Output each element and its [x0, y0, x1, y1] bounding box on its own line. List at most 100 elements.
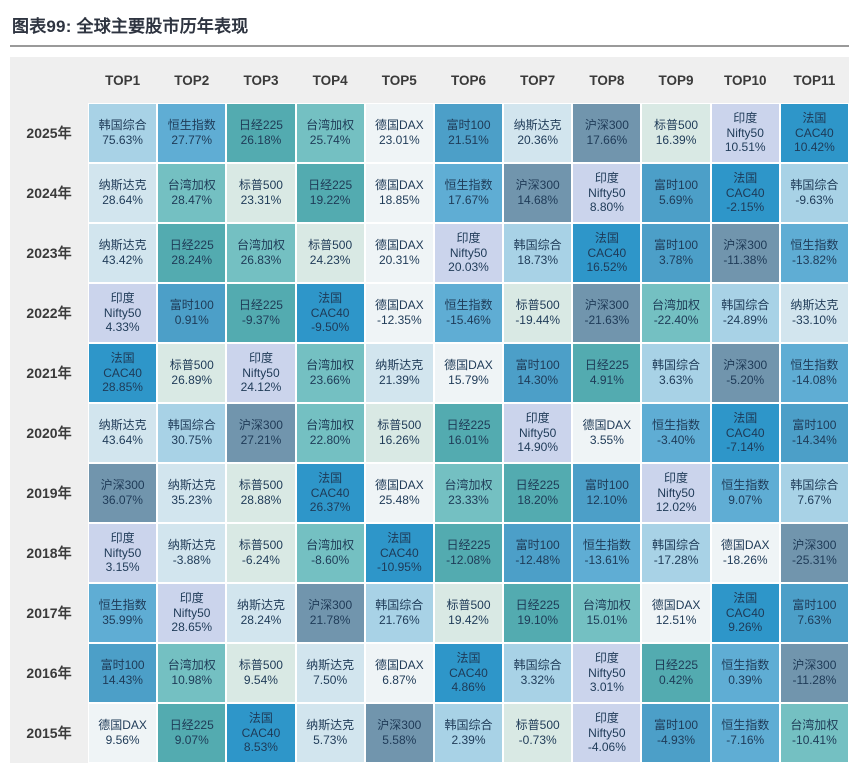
market-name-label: 恒生指数 [652, 418, 701, 433]
market-return-value: 23.01% [378, 133, 420, 147]
market-cell: 台湾加权 25.74% [295, 103, 365, 163]
market-name-label: 台湾加权 [582, 598, 631, 613]
market-name-label: 富时100 [654, 238, 699, 253]
market-return-value: 10.42% [794, 140, 835, 155]
market-name-label: 德国DAX [374, 238, 424, 253]
market-name-label: 法国 CAC40 [587, 231, 627, 260]
row-label-year: 2016年 [10, 643, 88, 703]
market-return-value: 18.73% [517, 253, 559, 267]
market-cell: 纳斯达克 7.50% [295, 643, 365, 703]
market-cell: 法国 CAC40 16.52% [572, 223, 642, 283]
row-label-year: 2023年 [10, 223, 88, 283]
market-name-label: 台湾加权 [652, 298, 701, 313]
market-return-value: -10.95% [376, 560, 422, 575]
column-header-top4: TOP4 [295, 57, 365, 103]
market-cell: 富时100 7.63% [779, 583, 849, 643]
market-cell: 台湾加权 -8.60% [295, 523, 365, 583]
market-return-value: -9.37% [241, 313, 280, 327]
market-name-label: 纳斯达克 [98, 178, 147, 193]
market-name-label: 沪深300 [377, 718, 422, 733]
market-cell: 印度 Nifty50 4.33% [88, 283, 158, 343]
market-return-value: -9.50% [311, 320, 350, 335]
market-name-label: 恒生指数 [444, 178, 493, 193]
market-cell: 恒生指数 -13.82% [779, 223, 849, 283]
market-return-value: 12.02% [655, 500, 697, 515]
column-header-top8: TOP8 [572, 57, 642, 103]
market-name-label: 恒生指数 [790, 358, 839, 373]
market-cell: 沪深300 -25.31% [779, 523, 849, 583]
market-name-label: 台湾加权 [236, 238, 285, 253]
row-label-year: 2020年 [10, 403, 88, 463]
market-cell: 印度 Nifty50 8.80% [572, 163, 642, 223]
market-name-label: 日经225 [654, 658, 699, 673]
market-name-label: 纳斯达克 [306, 718, 355, 733]
market-cell: 法国 CAC40 -2.15% [710, 163, 780, 223]
market-cell: 恒生指数 27.77% [157, 103, 227, 163]
market-return-value: 8.80% [589, 200, 624, 215]
market-cell: 日经225 26.18% [226, 103, 296, 163]
market-return-value: 10.51% [724, 140, 766, 155]
market-name-label: 德国DAX [98, 718, 147, 733]
market-return-value: 3.01% [589, 680, 624, 695]
market-return-value: 5.69% [659, 193, 694, 207]
row-label-year: 2024年 [10, 163, 88, 223]
market-cell: 恒生指数 -14.08% [779, 343, 849, 403]
market-return-value: 24.12% [240, 380, 282, 395]
market-name-label: 日经225 [446, 418, 491, 433]
market-cell: 富时100 21.51% [433, 103, 504, 163]
market-return-value: 25.74% [309, 133, 351, 147]
market-name-label: 法国 CAC40 [103, 351, 142, 380]
market-return-value: -21.63% [584, 313, 630, 327]
market-cell: 日经225 19.22% [295, 163, 365, 223]
market-name-label: 恒生指数 [167, 118, 216, 133]
market-return-value: 4.33% [105, 320, 140, 335]
market-return-value: 3.32% [520, 673, 555, 687]
market-name-label: 日经225 [515, 598, 560, 613]
market-name-label: 法国 CAC40 [725, 591, 765, 620]
market-return-value: 26.83% [240, 253, 282, 267]
row-label-year: 2022年 [10, 283, 88, 343]
market-name-label: 纳斯达克 [167, 478, 216, 493]
market-cell: 纳斯达克 20.36% [503, 103, 573, 163]
market-name-label: 沪深300 [723, 238, 768, 253]
market-return-value: 21.76% [378, 613, 420, 627]
market-cell: 富时100 -4.93% [641, 703, 711, 763]
market-return-value: -3.88% [172, 553, 211, 567]
market-name-label: 标普500 [446, 598, 491, 613]
market-name-label: 沪深300 [723, 358, 768, 373]
market-cell: 纳斯达克 43.42% [88, 223, 158, 283]
market-name-label: 韩国综合 [167, 418, 216, 433]
market-return-value: -19.44% [515, 313, 561, 327]
market-return-value: 25.48% [378, 493, 420, 507]
market-name-label: 韩国综合 [513, 238, 562, 253]
market-return-value: 0.91% [174, 313, 209, 327]
column-header-top1: TOP1 [88, 57, 158, 103]
market-return-value: 7.50% [313, 673, 348, 687]
market-name-label: 富时100 [584, 478, 629, 493]
market-name-label: 印度 Nifty50 [657, 471, 695, 500]
market-return-value: 23.31% [240, 193, 282, 207]
market-return-value: 28.47% [171, 193, 213, 207]
market-return-value: 7.63% [797, 613, 832, 627]
market-return-value: 27.77% [171, 133, 213, 147]
market-name-label: 法国 CAC40 [449, 651, 488, 680]
market-cell: 台湾加权 28.47% [157, 163, 227, 223]
market-return-value: -10.41% [792, 733, 837, 747]
market-return-value: 15.01% [586, 613, 628, 627]
market-return-value: 14.43% [102, 673, 143, 687]
market-name-label: 法国 CAC40 [310, 291, 350, 320]
market-return-value: 30.75% [171, 433, 213, 447]
market-name-label: 日经225 [238, 118, 283, 133]
market-name-label: 韩国综合 [513, 658, 562, 673]
market-name-label: 沪深300 [584, 118, 629, 133]
market-return-value: -25.31% [792, 553, 837, 567]
market-cell: 印度 Nifty50 20.03% [433, 223, 504, 283]
market-name-label: 沪深300 [238, 418, 283, 433]
market-cell: 恒生指数 -15.46% [433, 283, 504, 343]
market-cell: 恒生指数 0.39% [710, 643, 780, 703]
market-return-value: 14.68% [517, 193, 559, 207]
market-name-label: 德国DAX [444, 358, 493, 373]
market-return-value: 26.89% [171, 373, 213, 387]
market-name-label: 台湾加权 [167, 178, 216, 193]
market-name-label: 恒生指数 [790, 238, 839, 253]
